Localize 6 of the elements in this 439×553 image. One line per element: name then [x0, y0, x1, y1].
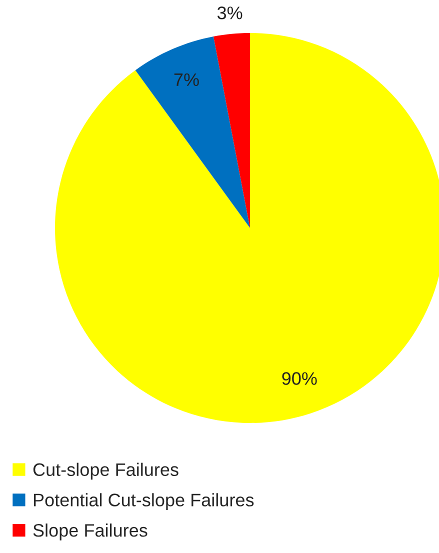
legend-label: Cut-slope Failures — [33, 462, 178, 480]
legend-label: Slope Failures — [33, 524, 148, 540]
data-label: 3% — [217, 6, 242, 20]
legend-label: Potential Cut-slope Failures — [34, 493, 254, 510]
data-label: 90% — [282, 372, 317, 385]
data-label: 7% — [174, 73, 199, 86]
